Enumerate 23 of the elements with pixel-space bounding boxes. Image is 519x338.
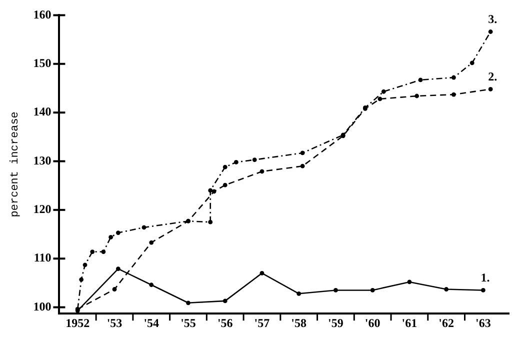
y-tick-label: 150 xyxy=(33,56,52,70)
x-tick-label: '59 xyxy=(328,316,344,330)
y-tick-label: 100 xyxy=(33,299,52,314)
series-label: 1. xyxy=(480,270,490,284)
y-axis-title: percent increase xyxy=(10,112,22,218)
y-tick-label: 130 xyxy=(33,153,52,168)
y-tick-label: 120 xyxy=(33,202,52,216)
y-tick-label: 160 xyxy=(33,7,52,22)
x-tick-label: '60 xyxy=(364,316,380,330)
x-tick-label: 1952 xyxy=(66,316,90,330)
x-tick-label: '56 xyxy=(217,316,233,330)
y-tick-label: 140 xyxy=(33,104,52,119)
x-tick-label: '62 xyxy=(438,316,454,330)
x-tick-label: '57 xyxy=(254,316,270,330)
y-tick-label: 110 xyxy=(34,250,52,265)
x-tick-label: '63 xyxy=(476,316,491,330)
series-label: 3. xyxy=(488,12,498,26)
x-tick-label: '58 xyxy=(291,316,307,330)
x-tick-label: '55 xyxy=(180,316,196,330)
x-tick-label: '54 xyxy=(144,316,160,330)
x-tick-label: '61 xyxy=(402,316,418,330)
x-tick-label: '53 xyxy=(106,316,122,330)
series-label: 2. xyxy=(488,69,498,84)
